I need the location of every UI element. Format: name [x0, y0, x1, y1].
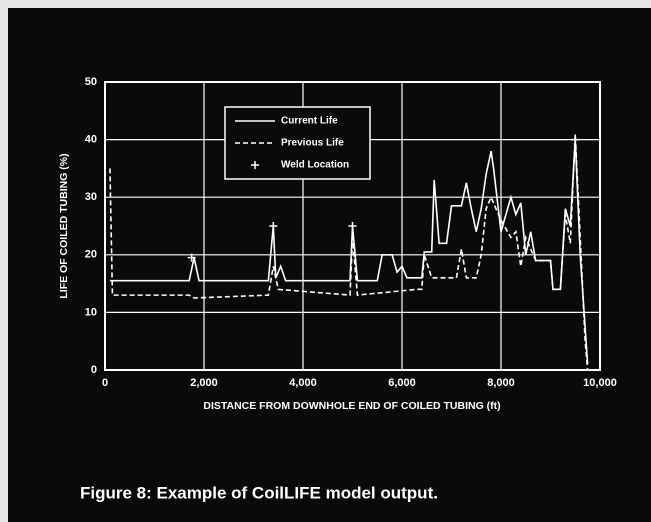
- y-tick-label: 10: [85, 306, 97, 318]
- x-tick-label: 0: [102, 377, 108, 389]
- series-line: [109, 133, 589, 371]
- y-axis-label: LIFE OF COILED TUBING (%): [58, 153, 70, 298]
- y-tick-label: 50: [85, 76, 97, 88]
- y-tick-label: 20: [85, 249, 97, 261]
- weld-marker: [269, 222, 278, 230]
- x-tick-label: 6,000: [388, 377, 416, 389]
- weld-marker: [187, 253, 196, 262]
- legend-label: Previous Life: [281, 138, 344, 149]
- weld-marker: [348, 222, 357, 230]
- legend-box: [224, 106, 371, 180]
- y-tick-label: 40: [85, 134, 97, 146]
- x-tick-label: 10,000: [583, 377, 617, 389]
- x-tick-label: 4,000: [289, 377, 317, 389]
- panel: [8, 8, 651, 522]
- weld-marker: [571, 135, 580, 144]
- x-axis-label: DISTANCE FROM DOWNHOLE END OF COILED TUB…: [203, 400, 500, 412]
- y-tick-label: 0: [91, 364, 97, 376]
- legend-label: Weld Location: [281, 160, 349, 171]
- x-tick-label: 2,000: [190, 377, 218, 389]
- plot-frame: [104, 81, 601, 371]
- caption: Figure 8: Example of CoilLIFE model outp…: [80, 483, 438, 502]
- legend-label: Current Life: [281, 116, 338, 127]
- legend-marker: [251, 161, 259, 169]
- x-tick-label: 8,000: [487, 377, 515, 389]
- y-tick-label: 30: [85, 191, 97, 203]
